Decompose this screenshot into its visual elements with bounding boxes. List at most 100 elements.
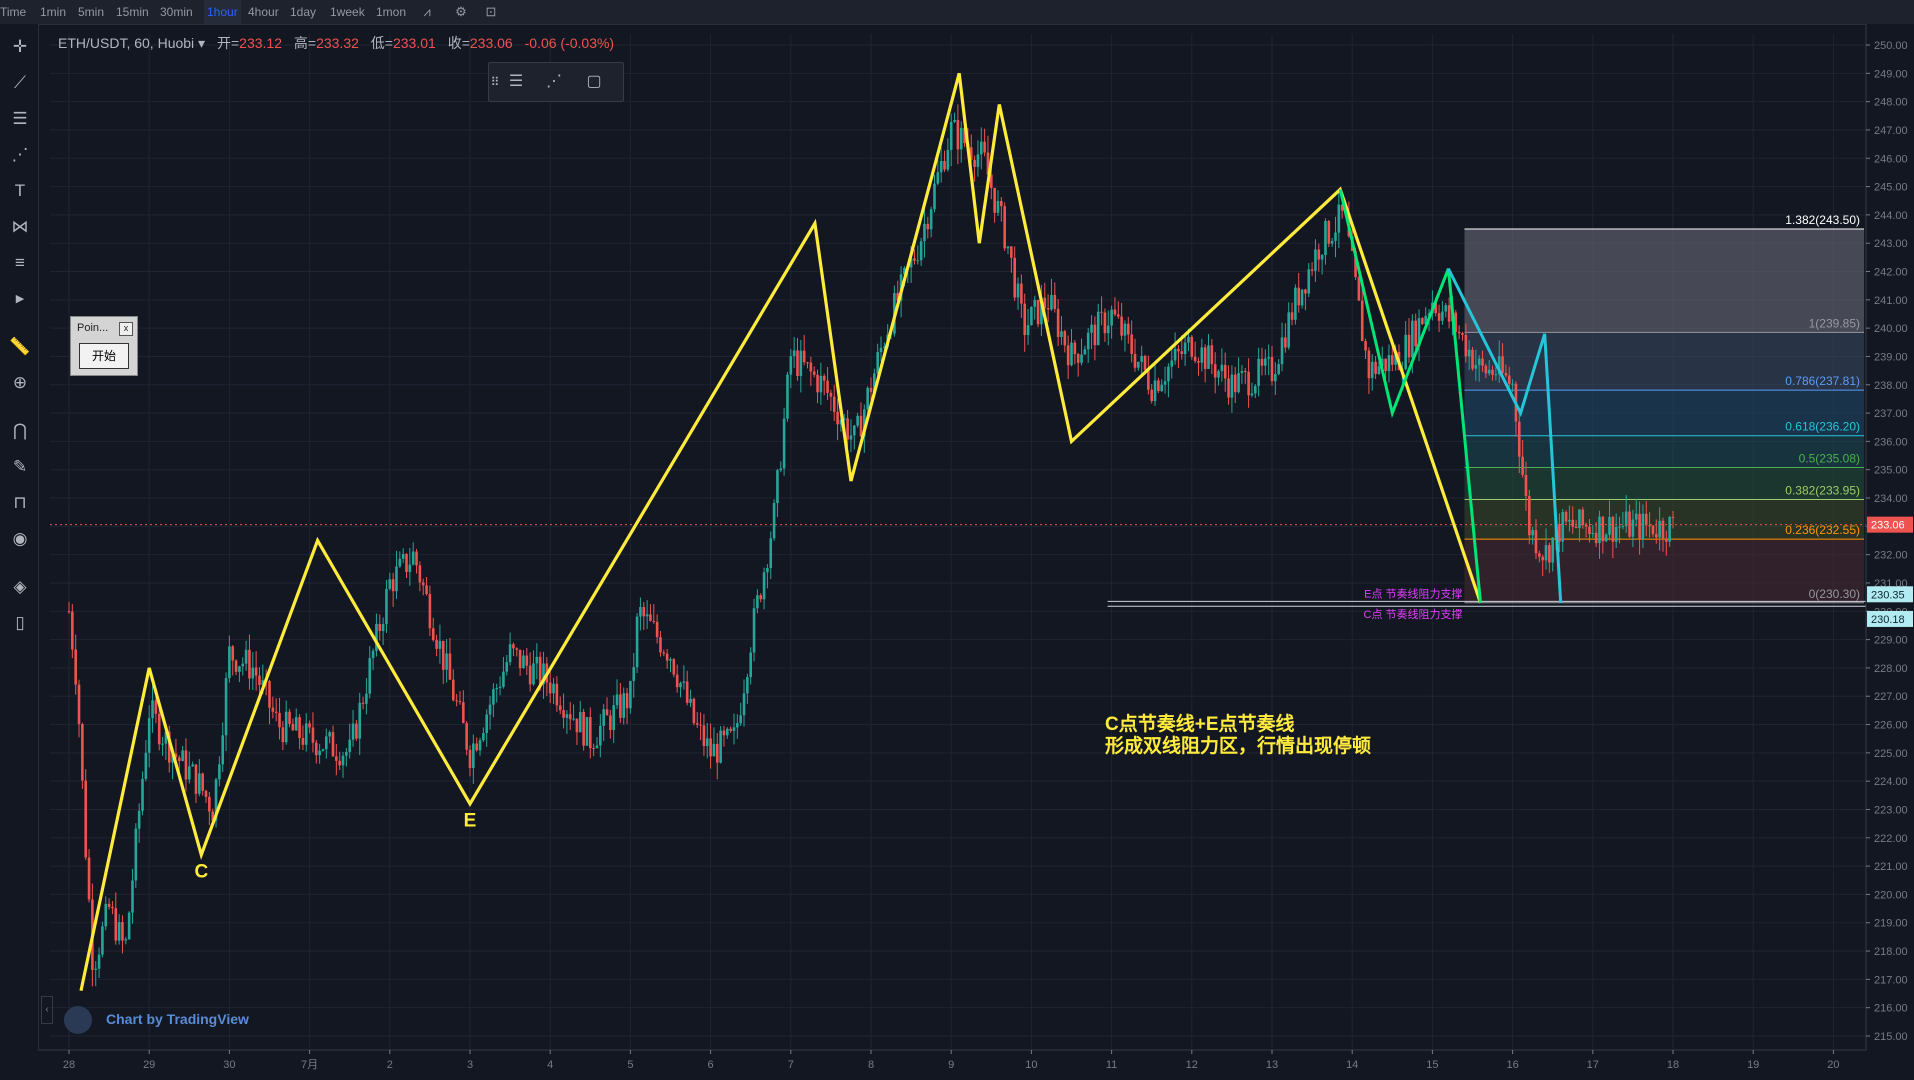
candle-body: [832, 396, 836, 412]
price-tick-label: 232.00: [1874, 550, 1908, 562]
candle-body: [689, 698, 692, 703]
candle-body: [1534, 530, 1538, 554]
candle-body: [381, 624, 385, 632]
low-label: 低=: [370, 35, 393, 51]
time-axis[interactable]: 28 29 30 7月 2 3 4 5 6 7 8 9 10 11 12 13 14 15 16 17 18 19 20: [38, 1049, 1866, 1080]
candle-body: [151, 700, 154, 719]
timeframe-1min[interactable]: 1min: [40, 5, 67, 19]
price-tick-label: 229.00: [1874, 635, 1908, 647]
timeframe-30min[interactable]: 30min: [160, 5, 193, 19]
timeframe-1mon[interactable]: 1mon: [376, 5, 407, 19]
chart-type-icon[interactable]: ⩘: [423, 4, 431, 19]
rectangle-icon[interactable]: ▢: [586, 73, 602, 90]
line-style-icon[interactable]: ☰: [508, 73, 524, 90]
candle-body: [365, 693, 368, 704]
timeframe-5min[interactable]: 5min: [78, 5, 105, 19]
candle-body: [609, 715, 612, 731]
timeframe-time[interactable]: Time: [0, 5, 27, 19]
candle-body: [325, 736, 328, 750]
candle-body: [709, 738, 712, 757]
candle-body: [752, 608, 756, 653]
candle-body: [221, 735, 225, 765]
layers-icon[interactable]: ◈: [13, 577, 27, 596]
candle-body: [642, 607, 646, 617]
lock-icon[interactable]: ⊓: [13, 493, 27, 512]
expand-arrow-icon[interactable]: ▶: [15, 293, 25, 305]
crosshair-icon[interactable]: ✛: [12, 37, 28, 56]
cyan-zigzag[interactable]: [1447, 268, 1563, 603]
candle-body: [612, 705, 615, 731]
ruler-icon[interactable]: 📏: [9, 337, 31, 356]
candle-body: [214, 779, 218, 821]
text-icon[interactable]: T: [14, 181, 26, 200]
pattern-icon[interactable]: ⋰: [11, 145, 29, 164]
parallel-lines-icon[interactable]: ☰: [12, 109, 28, 128]
candle-body: [963, 127, 966, 144]
candle-body: [1247, 371, 1250, 396]
close-icon[interactable]: x: [119, 322, 133, 336]
candle-body: [883, 346, 886, 348]
candle-body: [829, 392, 833, 397]
xabcd-pattern-icon[interactable]: ⋈: [11, 217, 29, 236]
candle-body: [405, 554, 408, 573]
timeframe-4hour[interactable]: 4hour: [248, 5, 279, 19]
candle-body: [1454, 312, 1458, 332]
candle-body: [1417, 318, 1421, 347]
eye-icon[interactable]: ◉: [12, 529, 28, 548]
candle-body: [1260, 358, 1264, 366]
candle-body: [568, 714, 572, 720]
collapse-sidebar-icon[interactable]: ‹: [41, 996, 53, 1024]
candle-body: [1157, 380, 1160, 392]
settings-icon[interactable]: ⚙: [455, 4, 467, 19]
pencil-lock-icon[interactable]: ✎: [12, 457, 28, 476]
candle-body: [1594, 532, 1598, 544]
timeframe-1hour[interactable]: 1hour: [204, 0, 241, 24]
candle-body: [1020, 283, 1023, 304]
zoom-icon[interactable]: ⊕: [12, 373, 28, 392]
candle-body: [1661, 520, 1665, 539]
candle-body: [1618, 526, 1621, 528]
symbol-name[interactable]: ETH/USDT, 60, Huobi: [58, 35, 195, 51]
candle-body: [1604, 534, 1608, 542]
candle-body: [969, 147, 973, 160]
time-tick-label: 3: [467, 1059, 473, 1071]
price-axis[interactable]: 215.00 216.00 217.00 218.00 219.00 220.00 221.…: [1865, 24, 1914, 1080]
candle-body: [482, 732, 485, 741]
fib-level-label: 0.786(237.81): [1785, 374, 1860, 388]
candle-body: [1411, 320, 1414, 358]
candle-body: [822, 375, 826, 381]
candle-body: [1137, 361, 1140, 368]
pattern-settings-icon[interactable]: ⋰: [546, 73, 562, 90]
candle-body: [939, 160, 943, 173]
timeframe-1day[interactable]: 1day: [290, 5, 317, 19]
candle-body: [1056, 308, 1060, 338]
start-button[interactable]: 开始: [79, 343, 129, 369]
candle-body: [468, 749, 472, 768]
candle-body: [1354, 250, 1357, 278]
drag-handle-icon[interactable]: ⠿: [490, 75, 500, 89]
candle-body: [1093, 324, 1097, 346]
magnet-icon[interactable]: ⋂: [13, 421, 27, 440]
trash-icon[interactable]: ▯: [15, 613, 25, 632]
time-tick-label: 7: [788, 1059, 794, 1071]
snapshot-icon[interactable]: ⊡: [485, 4, 497, 19]
close-value: 233.06: [469, 35, 513, 51]
timeframe-15min[interactable]: 15min: [116, 5, 149, 19]
candle-body: [786, 374, 789, 419]
candle-body: [1317, 249, 1321, 260]
green-zigzag[interactable]: [1338, 189, 1482, 603]
time-tick-label: 20: [1827, 1059, 1839, 1071]
chevron-down-icon[interactable]: ▾: [194, 35, 209, 51]
candle-body: [87, 857, 91, 900]
candle-body: [194, 764, 198, 794]
yellow-zigzag[interactable]: [79, 72, 1483, 992]
candle-body: [448, 653, 452, 680]
time-tick-label: 10: [1025, 1059, 1037, 1071]
timeframe-1week[interactable]: 1week: [330, 5, 365, 19]
fib-tools-icon[interactable]: ≡: [15, 253, 25, 272]
trend-line-icon[interactable]: ⟋: [14, 73, 26, 92]
candle-body: [979, 141, 983, 155]
candle-body: [288, 711, 291, 724]
fib-level-label: 0.5(235.08): [1799, 451, 1860, 465]
